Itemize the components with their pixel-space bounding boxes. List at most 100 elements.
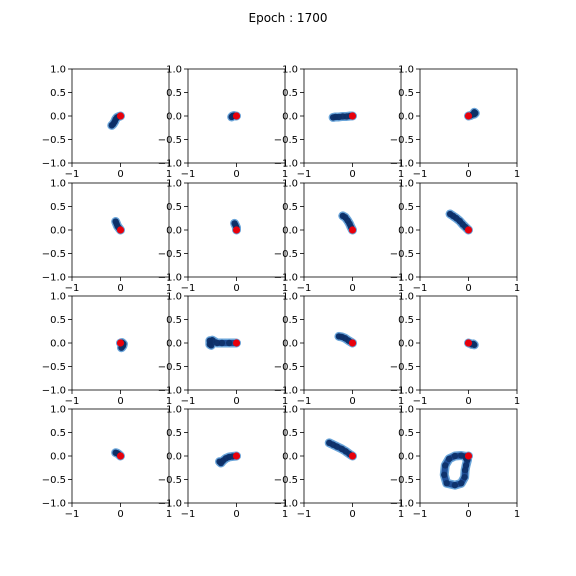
origin-marker xyxy=(116,452,125,460)
y-tick-label: −1.0 xyxy=(158,273,182,284)
y-tick-label: −1.0 xyxy=(390,386,414,397)
y-tick-label: −0.5 xyxy=(274,475,298,486)
x-tick-label: 0 xyxy=(465,169,471,180)
x-tick-label: 1 xyxy=(514,509,520,520)
trajectory-point xyxy=(208,342,215,349)
trajectory-point xyxy=(333,443,341,450)
y-tick-label: −0.5 xyxy=(390,362,414,373)
subplot-6: −1 0 1 1.0 0.5 0.0 −0.5 −1.0 xyxy=(158,179,288,295)
x-tick-label: 1 xyxy=(514,169,520,180)
y-tick-label: 0.5 xyxy=(166,315,182,326)
y-tick-label: 0.5 xyxy=(50,428,66,439)
x-tick-label: 1 xyxy=(514,283,520,294)
y-tick-label: 1.0 xyxy=(50,179,66,190)
y-tick-label: −1.0 xyxy=(274,499,298,510)
x-tick-label: 1 xyxy=(166,509,172,520)
x-tick-label: −1 xyxy=(65,169,80,180)
y-tick-label: 1.0 xyxy=(50,65,66,76)
subplot-2: −1 0 1 1.0 0.5 0.0 −0.5 −1.0 xyxy=(158,65,288,181)
x-tick-label: 0 xyxy=(465,283,471,294)
x-tick-label: 0 xyxy=(233,283,239,294)
subplot-1: −1 0 1 1.0 0.5 0.0 −0.5 −1.0 xyxy=(42,65,172,181)
x-tick-label: 0 xyxy=(117,396,123,407)
subplot-7: −1 0 1 1.0 0.5 0.0 −0.5 −1.0 xyxy=(274,179,404,295)
y-tick-label: −1.0 xyxy=(158,159,182,170)
subplot-16: −1 0 1 1.0 0.5 0.0 −0.5 −1.0 xyxy=(390,405,520,521)
x-tick-label: −1 xyxy=(413,169,428,180)
y-tick-label: 0.0 xyxy=(398,226,414,237)
y-tick-label: 1.0 xyxy=(50,405,66,416)
x-tick-label: −1 xyxy=(297,396,312,407)
y-tick-label: 0.5 xyxy=(282,315,298,326)
y-tick-label: −0.5 xyxy=(158,362,182,373)
x-tick-label: −1 xyxy=(181,169,196,180)
origin-marker xyxy=(348,112,357,120)
y-tick-label: −1.0 xyxy=(390,159,414,170)
x-tick-label: 0 xyxy=(117,283,123,294)
y-tick-label: −0.5 xyxy=(274,249,298,260)
origin-marker xyxy=(348,452,357,460)
y-tick-label: 0.0 xyxy=(282,226,298,237)
y-tick-label: 0.0 xyxy=(398,339,414,350)
trajectory-point xyxy=(443,480,450,487)
subplot-11: −1 0 1 1.0 0.5 0.0 −0.5 −1.0 xyxy=(274,292,404,408)
x-tick-label: 1 xyxy=(398,283,404,294)
trajectory-point xyxy=(445,455,453,463)
y-tick-label: 0.5 xyxy=(50,88,66,99)
x-tick-label: −1 xyxy=(413,396,428,407)
y-tick-label: 0.0 xyxy=(282,112,298,123)
origin-marker xyxy=(464,339,473,347)
y-tick-label: 0.0 xyxy=(50,452,66,463)
x-tick-label: 1 xyxy=(282,283,288,294)
y-tick-label: −0.5 xyxy=(42,135,66,146)
origin-marker xyxy=(464,452,473,460)
y-tick-label: 1.0 xyxy=(166,292,182,303)
y-tick-label: 1.0 xyxy=(282,405,298,416)
y-tick-label: −0.5 xyxy=(390,249,414,260)
x-tick-label: 0 xyxy=(465,396,471,407)
y-tick-label: −0.5 xyxy=(158,135,182,146)
y-tick-label: 0.0 xyxy=(282,339,298,350)
subplot-13: −1 0 1 1.0 0.5 0.0 −0.5 −1.0 xyxy=(42,405,172,521)
y-tick-label: −1.0 xyxy=(42,499,66,510)
x-tick-label: 0 xyxy=(117,169,123,180)
y-tick-label: 1.0 xyxy=(398,405,414,416)
trajectory-point xyxy=(226,339,233,347)
x-tick-label: −1 xyxy=(297,509,312,520)
x-tick-label: 0 xyxy=(233,169,239,180)
x-tick-label: −1 xyxy=(181,396,196,407)
origin-marker xyxy=(464,112,473,120)
y-tick-label: 0.0 xyxy=(166,339,182,350)
y-tick-label: 0.5 xyxy=(398,88,414,99)
x-tick-label: 1 xyxy=(398,169,404,180)
y-tick-label: −0.5 xyxy=(42,475,66,486)
y-tick-label: 0.0 xyxy=(398,452,414,463)
x-tick-label: −1 xyxy=(181,283,196,294)
y-tick-label: 1.0 xyxy=(166,179,182,190)
subplot-grid: −1 0 11.00.50.0−0.5−1.0−1 0 11.00.50.0−0.5−1… xyxy=(42,65,520,521)
y-tick-label: −0.5 xyxy=(274,135,298,146)
y-tick-label: −1.0 xyxy=(274,273,298,284)
y-tick-label: 0.0 xyxy=(166,452,182,463)
y-tick-label: 1.0 xyxy=(398,292,414,303)
y-tick-label: −0.5 xyxy=(42,249,66,260)
origin-marker xyxy=(116,339,125,347)
y-tick-label: −1.0 xyxy=(158,386,182,397)
x-tick-label: 1 xyxy=(398,396,404,407)
y-tick-label: 0.5 xyxy=(166,202,182,213)
y-tick-label: −1.0 xyxy=(390,273,414,284)
x-tick-label: −1 xyxy=(65,509,80,520)
trajectory-point xyxy=(441,471,448,478)
y-tick-label: −0.5 xyxy=(42,362,66,373)
y-tick-label: −0.5 xyxy=(390,135,414,146)
subplot-12: −1 0 1 1.0 0.5 0.0 −0.5 −1.0 xyxy=(390,292,520,408)
y-tick-label: −1.0 xyxy=(390,499,414,510)
x-tick-label: 1 xyxy=(514,396,520,407)
x-tick-label: 0 xyxy=(349,396,355,407)
y-tick-label: 1.0 xyxy=(282,65,298,76)
x-tick-label: −1 xyxy=(181,509,196,520)
x-tick-label: 1 xyxy=(166,169,172,180)
y-tick-label: 1.0 xyxy=(166,405,182,416)
